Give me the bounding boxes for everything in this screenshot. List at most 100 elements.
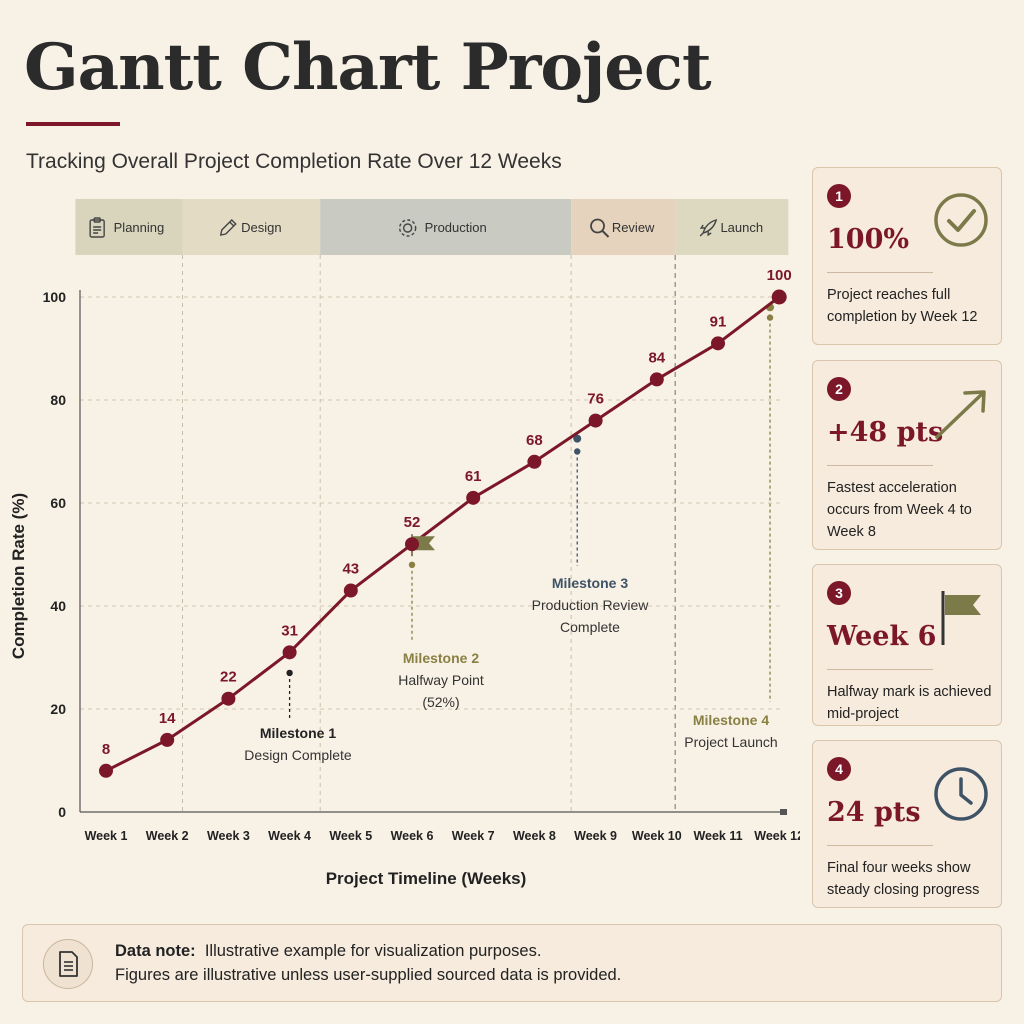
- gear-icon: [398, 219, 417, 237]
- x-tick-label: Week 3: [207, 829, 250, 843]
- y-tick-label: 60: [50, 495, 66, 511]
- insight-card-3: 3 Week 6 Halfway mark is achieved mid-pr…: [812, 564, 1002, 726]
- milestone-caption: Production Review: [532, 597, 650, 613]
- milestone-title: Milestone 2: [403, 650, 479, 666]
- data-label: 91: [710, 313, 727, 330]
- x-tick-label: Week 9: [574, 829, 617, 843]
- page-subtitle: Tracking Overall Project Completion Rate…: [26, 150, 562, 173]
- phase-band: [675, 199, 789, 255]
- x-tick-label: Week 7: [452, 829, 495, 843]
- card-description: Halfway mark is achieved mid-project: [827, 684, 992, 722]
- rocket-icon: [699, 218, 718, 237]
- milestone-1: Milestone 1 Design Complete: [244, 669, 352, 763]
- data-point: [282, 645, 297, 660]
- milestone-title: Milestone 1: [260, 725, 336, 741]
- data-point: [649, 372, 664, 387]
- data-point: [160, 732, 175, 747]
- document-icon: [43, 939, 93, 989]
- note-line-2: Figures are illustrative unless user-sup…: [115, 966, 622, 984]
- milestone-marker: [573, 434, 582, 443]
- milestone-2: Milestone 2 Halfway Point (52%): [398, 561, 484, 710]
- y-axis-title: Completion Rate (%): [9, 493, 28, 659]
- data-label: 68: [526, 432, 543, 449]
- milestone-3: Milestone 3 Production Review Complete: [532, 448, 650, 635]
- phase-label: Planning: [114, 220, 165, 235]
- data-label: 31: [281, 622, 298, 639]
- flag-icon: [941, 591, 981, 645]
- phase-band: [182, 199, 321, 255]
- phase-planning: Planning: [75, 199, 183, 255]
- data-note: Data note: Illustrative example for visu…: [22, 924, 1002, 1002]
- pencil-icon: [219, 219, 237, 236]
- phase-design: Design: [182, 199, 321, 255]
- phase-label: Launch: [720, 220, 763, 235]
- x-tick-label: Week 10: [632, 829, 682, 843]
- card-value: Week 6: [827, 621, 937, 652]
- card-number: 2: [827, 377, 851, 401]
- card-divider: [827, 669, 933, 670]
- data-point: [405, 537, 419, 552]
- phase-label: Review: [612, 220, 655, 235]
- card-description: Fastest acceleration occurs from Week 4 …: [827, 480, 972, 540]
- clipboard-icon: [89, 217, 105, 238]
- milestone-caption: (52%): [422, 694, 459, 710]
- card-divider: [827, 272, 933, 273]
- data-label: 76: [587, 391, 604, 408]
- phase-launch: Launch: [675, 199, 789, 255]
- data-point: [771, 289, 787, 305]
- card-description: Project reaches full completion by Week …: [827, 287, 978, 325]
- card-value: 100%: [827, 224, 910, 255]
- milestone-dot: [408, 561, 416, 568]
- clock-icon: [934, 767, 988, 821]
- milestone-title: Milestone 4: [693, 712, 769, 728]
- insight-card-2: 2 +48 pts Fastest acceleration occurs fr…: [812, 360, 1002, 550]
- magnifier-icon: [590, 218, 610, 238]
- x-tick-label: Week 2: [146, 829, 189, 843]
- card-number: 1: [827, 184, 851, 208]
- card-description: Final four weeks show steady closing pro…: [827, 860, 980, 898]
- data-point: [221, 691, 236, 706]
- title-underline: [26, 122, 120, 126]
- axis-end-marker: [780, 809, 787, 815]
- y-tick-label: 0: [58, 804, 66, 820]
- card-divider: [827, 465, 933, 466]
- data-point: [343, 583, 358, 598]
- data-point: [466, 490, 481, 505]
- x-tick-label: Week 5: [329, 829, 372, 843]
- phase-production: Production: [320, 199, 572, 255]
- milestone-dot: [766, 314, 774, 321]
- card-value: +48 pts: [827, 417, 944, 448]
- x-tick-label: Week 6: [391, 829, 434, 843]
- series-line: [105, 295, 781, 773]
- data-label: 52: [404, 514, 421, 531]
- phase-label: Production: [425, 220, 487, 235]
- card-value: 24 pts: [827, 797, 921, 828]
- milestone-caption: Complete: [560, 619, 620, 635]
- data-point: [527, 454, 542, 469]
- milestone-caption: Design Complete: [244, 747, 352, 763]
- data-label: 22: [220, 669, 237, 686]
- trend-arrow-icon: [935, 390, 986, 439]
- check-circle-icon: [934, 193, 988, 247]
- x-axis-title: Project Timeline (Weeks): [326, 869, 527, 888]
- milestone-4: Milestone 4 Project Launch: [684, 314, 778, 750]
- insight-card-4: 4 24 pts Final four weeks show steady cl…: [812, 740, 1002, 908]
- milestone-dot: [574, 448, 581, 455]
- y-tick-label: 100: [43, 289, 67, 305]
- data-point: [99, 763, 113, 778]
- data-label: 14: [159, 710, 176, 727]
- phase-label: Design: [241, 220, 281, 235]
- milestone-caption: Halfway Point: [398, 672, 484, 688]
- milestone-caption: Project Launch: [684, 734, 777, 750]
- x-tick-label: Week 11: [693, 829, 742, 843]
- card-number: 4: [827, 757, 851, 781]
- data-label: 84: [648, 349, 665, 366]
- data-point: [588, 413, 603, 428]
- page-title: Gantt Chart Project: [24, 30, 711, 105]
- note-text: Data note: Illustrative example for visu…: [115, 939, 621, 987]
- data-label: 100: [767, 267, 792, 284]
- insight-card-1: 1 100% Project reaches full completion b…: [812, 167, 1002, 345]
- x-tick-label: Week 4: [268, 829, 311, 843]
- y-tick-label: 40: [50, 598, 66, 614]
- x-tick-label: Week 8: [513, 829, 556, 843]
